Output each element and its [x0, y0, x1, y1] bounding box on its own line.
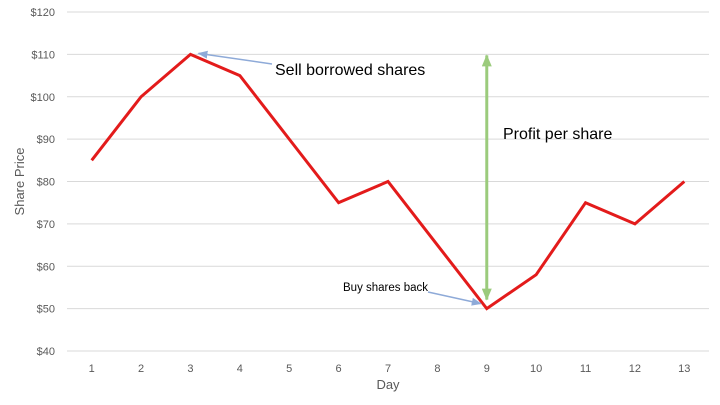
y-tick-label: $80 — [37, 177, 55, 189]
x-tick-label: 1 — [89, 363, 95, 375]
y-tick-label: $70 — [37, 219, 55, 231]
y-tick-label: $100 — [31, 92, 55, 104]
x-tick-label: 11 — [580, 363, 591, 375]
annotations: Sell borrowed shares Buy shares back Profi… — [197, 50, 612, 306]
series-layer — [90, 52, 686, 311]
x-axis-title: Day — [376, 377, 400, 392]
buy-annotation-label: Buy shares back — [343, 282, 428, 294]
x-tick-label: 7 — [385, 363, 391, 375]
x-tick-label: 2 — [138, 363, 144, 375]
sell-annotation-arrow — [197, 50, 273, 65]
series-line — [90, 52, 686, 311]
x-tick-label: 5 — [286, 363, 292, 375]
sell-annotation-label: Sell borrowed shares — [275, 62, 425, 79]
y-tick-label: $110 — [31, 49, 55, 61]
y-tick-label: $120 — [31, 7, 55, 19]
x-tick-label: 4 — [237, 363, 243, 375]
x-tick-label: 3 — [187, 363, 193, 375]
x-tick-label: 13 — [678, 363, 690, 375]
x-tick-label: 8 — [434, 363, 440, 375]
y-axis-ticks: $40 $50 $60 $70 $80 $90 $100 $110 $120 — [31, 7, 55, 358]
y-tick-label: $90 — [37, 134, 55, 146]
y-axis-title: Share Price — [12, 148, 27, 216]
profit-annotation-label: Profit per share — [503, 126, 612, 143]
x-tick-label: 10 — [530, 363, 542, 375]
x-tick-label: 6 — [336, 363, 342, 375]
x-axis-ticks: 1 2 3 4 5 6 7 8 9 10 11 12 13 — [89, 363, 691, 375]
y-tick-label: $60 — [37, 261, 55, 273]
y-tick-label: $50 — [37, 304, 55, 316]
x-tick-label: 12 — [629, 363, 641, 375]
y-tick-label: $40 — [37, 346, 55, 358]
buy-annotation-arrow — [427, 291, 482, 306]
x-tick-label: 9 — [484, 363, 490, 375]
